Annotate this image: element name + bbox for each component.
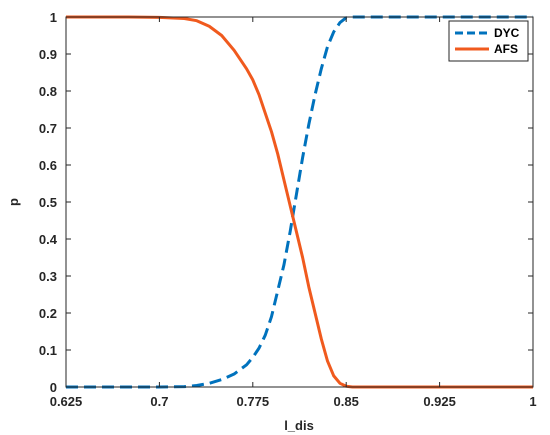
x-tick-label: 0.7 (150, 394, 168, 409)
x-tick-label: 0.775 (237, 394, 270, 409)
axes-layer: 0.625 0.7 0.775 0.85 0.925 1 0 0.1 0.2 0.3 0.4 0.5 0… (39, 10, 537, 409)
y-tick-label: 0.9 (39, 47, 57, 62)
x-tick-label: 1 (529, 394, 536, 409)
plot-background (66, 17, 533, 387)
y-axis-label: p (6, 198, 21, 206)
legend-label-afs: AFS (494, 42, 518, 56)
y-tick-label: 0.7 (39, 121, 57, 136)
x-tick-label: 0.85 (334, 394, 359, 409)
legend-label-dyc: DYC (494, 26, 520, 40)
y-tick-label: 0.4 (39, 232, 58, 247)
legend-box (448, 20, 529, 62)
y-tick-label: 0.2 (39, 306, 57, 321)
legend: DYC AFS (448, 20, 529, 62)
y-tick-label: 0 (50, 380, 57, 395)
y-tick-label: 0.5 (39, 195, 57, 210)
x-tick-label: 0.625 (50, 394, 83, 409)
y-tick-label: 0.6 (39, 158, 57, 173)
y-tick-label: 0.1 (39, 343, 57, 358)
y-tick-label: 0.3 (39, 269, 57, 284)
y-tick-label: 0.8 (39, 84, 57, 99)
x-axis-label: l_dis (284, 418, 314, 433)
x-tick-label: 0.925 (423, 394, 456, 409)
y-tick-label: 1 (50, 10, 57, 25)
